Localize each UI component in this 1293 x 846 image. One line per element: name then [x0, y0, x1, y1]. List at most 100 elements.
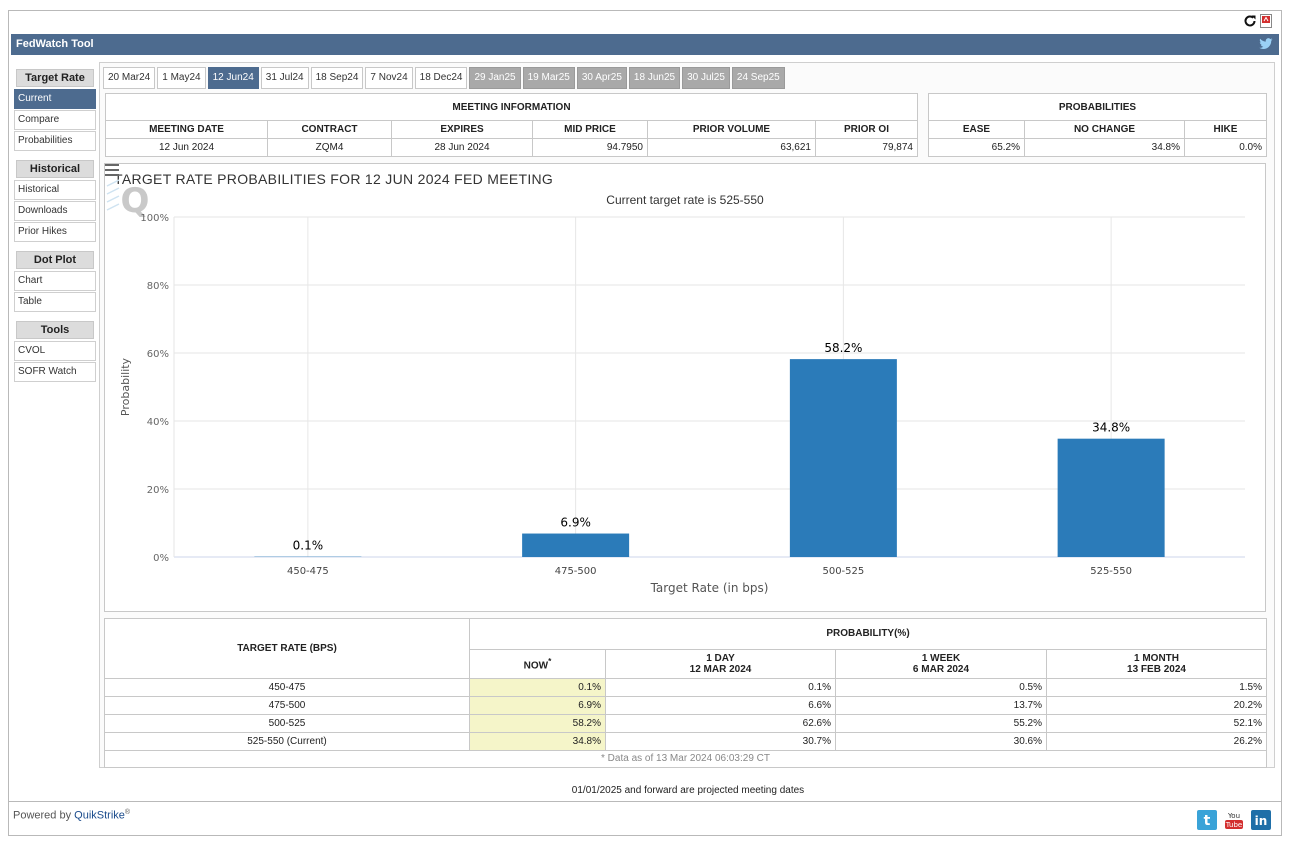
one-month-cell: 52.1% — [1046, 714, 1267, 733]
chart-subtitle: Current target rate is 525-550 — [606, 193, 764, 207]
sidebar-item-chart[interactable]: Chart — [14, 271, 96, 291]
table-row: 475-500 6.9% 6.6% 13.7% 20.2% — [104, 696, 1267, 715]
sidebar-item-probabilities[interactable]: Probabilities — [14, 131, 96, 151]
rate-cell: 475-500 — [104, 696, 470, 715]
svg-text:Tube: Tube — [1225, 821, 1242, 829]
tab-18-jun25[interactable]: 18 Jun25 — [628, 67, 681, 89]
sidebar-item-sofr-watch[interactable]: SOFR Watch — [14, 362, 96, 382]
tab-12-jun24[interactable]: 12 Jun24 — [207, 67, 259, 89]
col-1-month: 1 MONTH 13 FEB 2024 — [1046, 648, 1267, 679]
chart-title: TARGET RATE PROBABILITIES FOR 12 JUN 202… — [114, 171, 554, 187]
svg-text:in: in — [1255, 814, 1268, 828]
one-week-date: 6 MAR 2024 — [912, 663, 970, 675]
col-prior-volume: PRIOR VOLUME — [647, 120, 816, 139]
y-tick-label: 60% — [147, 349, 169, 360]
tab-18-sep24[interactable]: 18 Sep24 — [310, 67, 364, 89]
tab-30-apr25[interactable]: 30 Apr25 — [576, 67, 627, 89]
now-cell: 6.9% — [469, 696, 606, 715]
tab-1-may24[interactable]: 1 May24 — [157, 67, 206, 89]
one-month-label: 1 MONTH — [1134, 652, 1179, 664]
sidebar-heading-dot-plot: Dot Plot — [16, 251, 94, 269]
tab-7-nov24[interactable]: 7 Nov24 — [365, 67, 413, 89]
y-tick-label: 0% — [153, 553, 169, 564]
table-row: 525-550 (Current) 34.8% 30.7% 30.6% 26.2… — [104, 732, 1267, 751]
target-rate-header: TARGET RATE (BPS) — [104, 618, 470, 679]
sidebar-heading-historical: Historical — [16, 160, 94, 178]
sidebar: Target Rate Current Compare Probabilitie… — [14, 69, 96, 383]
now-mark: * — [548, 656, 552, 667]
footer: Powered by QuikStrike® t You Tube in — [9, 801, 1281, 835]
probability-header: PROBABILITY(%) — [469, 618, 1267, 650]
x-tick-label: 525-550 — [1090, 566, 1132, 577]
chart-panel: TARGET RATE PROBABILITIES FOR 12 JUN 202… — [104, 163, 1266, 612]
contract-value: ZQM4 — [267, 138, 392, 157]
bar — [789, 359, 897, 557]
tab-19-mar25[interactable]: 19 Mar25 — [522, 67, 575, 89]
one-week-cell: 30.6% — [835, 732, 1047, 751]
prior-volume-value: 63,621 — [647, 138, 816, 157]
sidebar-item-downloads[interactable]: Downloads — [14, 201, 96, 221]
refresh-icon[interactable] — [1243, 14, 1257, 28]
meeting-date-value: 12 Jun 2024 — [105, 138, 268, 157]
probabilities-table: PROBABILITIES EASE NO CHANGE HIKE 65.2% … — [928, 93, 1267, 157]
youtube-icon[interactable]: You Tube — [1224, 810, 1244, 830]
svg-text:You: You — [1227, 812, 1240, 820]
tab-20-mar24[interactable]: 20 Mar24 — [103, 67, 156, 89]
registered-mark: ® — [124, 809, 131, 816]
one-day-cell: 0.1% — [605, 678, 836, 697]
twitter-icon[interactable] — [1259, 38, 1273, 50]
pdf-icon[interactable] — [1259, 14, 1273, 28]
col-ease: EASE — [928, 120, 1025, 139]
linkedin-icon[interactable]: in — [1251, 810, 1271, 830]
now-cell: 58.2% — [469, 714, 606, 733]
col-mid-price: MID PRICE — [532, 120, 648, 139]
rate-cell: 500-525 — [104, 714, 470, 733]
one-day-label: 1 DAY — [706, 652, 735, 664]
tab-29-jan25[interactable]: 29 Jan25 — [469, 67, 521, 89]
y-tick-label: 100% — [140, 213, 169, 224]
top-toolbar — [9, 11, 1281, 33]
sidebar-item-current[interactable]: Current — [14, 89, 96, 109]
sidebar-item-historical[interactable]: Historical — [14, 180, 96, 200]
tab-24-sep25[interactable]: 24 Sep25 — [731, 67, 785, 89]
projection-note: 01/01/2025 and forward are projected mee… — [571, 785, 805, 796]
hamburger-menu-icon[interactable] — [105, 164, 119, 176]
sidebar-item-compare[interactable]: Compare — [14, 110, 96, 130]
now-cell: 34.8% — [469, 732, 606, 751]
rate-cell: 450-475 — [104, 678, 470, 697]
tab-31-jul24[interactable]: 31 Jul24 — [260, 67, 309, 89]
powered-by: Powered by QuikStrike® — [13, 809, 130, 822]
prior-oi-value: 79,874 — [815, 138, 918, 157]
hike-value: 0.0% — [1184, 138, 1267, 157]
bar — [1057, 438, 1165, 557]
data-label: 58.2% — [824, 341, 862, 355]
meeting-info-heading: MEETING INFORMATION — [105, 93, 918, 121]
tab-30-jul25[interactable]: 30 Jul25 — [682, 67, 730, 89]
data-label: 6.9% — [560, 516, 591, 530]
col-expires: EXPIRES — [391, 120, 533, 139]
app-title-bar: FedWatch Tool — [11, 34, 1279, 55]
one-week-cell: 0.5% — [835, 678, 1047, 697]
col-1-day: 1 DAY 12 MAR 2024 — [605, 648, 836, 679]
sidebar-item-prior-hikes[interactable]: Prior Hikes — [14, 222, 96, 242]
quikstrike-watermark-icon: Q — [106, 179, 149, 221]
col-hike: HIKE — [1184, 120, 1267, 139]
no-change-value: 34.8% — [1024, 138, 1185, 157]
tab-18-dec24[interactable]: 18 Dec24 — [414, 67, 468, 89]
y-axis-title: Probability — [119, 357, 132, 416]
twitter-icon[interactable]: t — [1197, 810, 1217, 830]
quikstrike-link[interactable]: QuikStrike — [74, 809, 125, 822]
one-day-cell: 30.7% — [605, 732, 836, 751]
y-tick-label: 80% — [147, 281, 169, 292]
one-week-cell: 55.2% — [835, 714, 1047, 733]
sidebar-item-table[interactable]: Table — [14, 292, 96, 312]
sidebar-item-cvol[interactable]: CVOL — [14, 341, 96, 361]
one-week-cell: 13.7% — [835, 696, 1047, 715]
y-tick-label: 40% — [147, 417, 169, 428]
col-prior-oi: PRIOR OI — [815, 120, 918, 139]
mid-price-value: 94.7950 — [532, 138, 648, 157]
app-title: FedWatch Tool — [16, 38, 94, 50]
data-label: 0.1% — [293, 539, 324, 553]
data-label: 34.8% — [1092, 421, 1130, 435]
sidebar-heading-target-rate: Target Rate — [16, 69, 94, 87]
